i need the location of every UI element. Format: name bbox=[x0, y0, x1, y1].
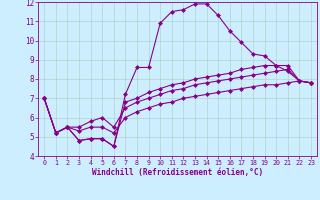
X-axis label: Windchill (Refroidissement éolien,°C): Windchill (Refroidissement éolien,°C) bbox=[92, 168, 263, 177]
